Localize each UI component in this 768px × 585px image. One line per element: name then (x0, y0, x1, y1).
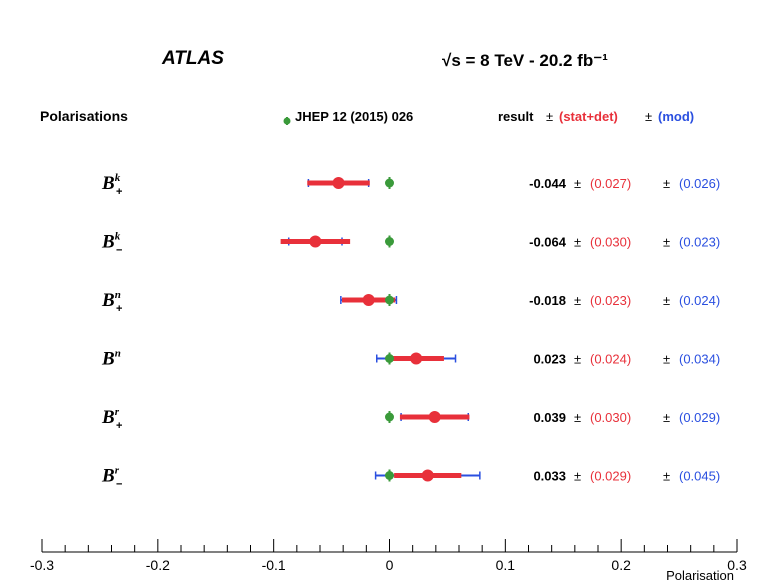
row-label-sup: r (115, 406, 120, 418)
row-label-base: B (101, 466, 115, 487)
reference-legend-marker (283, 117, 291, 125)
x-tick-label: -0.2 (146, 557, 170, 573)
result-stat: (0.024) (590, 352, 631, 367)
row-label: Bn (101, 348, 121, 370)
result-marker (332, 177, 345, 189)
column-mod: (mod) (658, 109, 694, 124)
result-value: 0.039 (533, 410, 566, 425)
row-label-sup: n (115, 289, 121, 301)
result-stat: (0.030) (590, 410, 631, 425)
row-label: Bn (101, 289, 121, 311)
row-label: Br (101, 406, 120, 428)
x-tick-label: 0.1 (496, 557, 516, 573)
row-label-base: B (101, 173, 115, 194)
data-row: Bn 0.023 ± (0.024) ± (0.034) (101, 348, 720, 370)
reference-marker (385, 354, 394, 363)
result-pm2: ± (663, 235, 670, 250)
row-label-sub: − (116, 245, 122, 257)
result-value: -0.064 (529, 235, 567, 250)
row-label: Bk (101, 172, 121, 194)
result-value: 0.033 (533, 469, 566, 484)
x-tick-label: 0 (386, 557, 394, 573)
row-label-base: B (101, 232, 115, 253)
column-pm2: ± (645, 109, 652, 124)
result-pm1: ± (574, 176, 581, 191)
result-value: -0.018 (529, 293, 566, 308)
data-row: Bk+-0.044 ± (0.027) ± (0.026) (101, 172, 720, 198)
result-pm1: ± (574, 352, 581, 367)
row-label-sup: k (115, 231, 121, 243)
result-marker (428, 411, 441, 423)
experiment-label: ATLAS (161, 48, 224, 69)
reference-marker (385, 412, 394, 422)
result-stat: (0.023) (590, 293, 631, 308)
x-axis-label: Polarisation (666, 568, 734, 583)
reference-marker (385, 237, 394, 246)
reference-legend: JHEP 12 (2015) 026 (283, 109, 413, 125)
result-pm1: ± (574, 235, 581, 250)
result-stat: (0.029) (590, 469, 631, 484)
row-label-sup: k (115, 172, 121, 184)
result-stat: (0.030) (590, 235, 631, 250)
row-label-sup: r (115, 465, 120, 477)
result-mod: (0.045) (679, 469, 720, 484)
row-label-sub: − (116, 479, 122, 491)
row-label-base: B (101, 290, 115, 311)
row-label-sub: + (116, 420, 122, 432)
row-label-base: B (101, 349, 115, 370)
result-mod: (0.034) (679, 352, 720, 367)
reference-marker (385, 471, 394, 480)
result-mod: (0.024) (679, 293, 720, 308)
x-tick-label: -0.1 (262, 557, 286, 573)
data-row: Bn+-0.018 ± (0.023) ± (0.024) (101, 289, 720, 315)
result-marker (362, 294, 375, 306)
row-label-sup: n (115, 348, 121, 360)
row-label: Br (101, 465, 120, 487)
result-stat: (0.027) (590, 176, 631, 191)
result-pm1: ± (574, 293, 581, 308)
x-tick-label: 0.2 (611, 557, 631, 573)
row-label-sub: + (116, 186, 122, 198)
result-mod: (0.029) (679, 410, 720, 425)
data-rows: Bk+-0.044 ± (0.027) ± (0.026)Bk−-0.064 ± (0.03… (101, 172, 720, 491)
result-mod: (0.023) (679, 235, 720, 250)
column-header: result ± (stat+det) ± (mod) (498, 109, 694, 124)
energy-lumi-label: √s = 8 TeV - 20.2 fb⁻¹ (442, 51, 608, 70)
result-marker (421, 469, 434, 482)
result-pm1: ± (574, 410, 581, 425)
row-label: Bk (101, 231, 121, 253)
x-tick-label: 0.3 (727, 557, 747, 573)
result-pm2: ± (663, 410, 670, 425)
result-pm2: ± (663, 176, 670, 191)
section-label: Polarisations (40, 108, 128, 124)
result-pm2: ± (663, 293, 670, 308)
data-row: Bk−-0.064 ± (0.030) ± (0.023) (101, 231, 720, 257)
reference-marker (385, 178, 394, 188)
x-tick-label: -0.3 (30, 557, 54, 573)
row-label-sub: + (116, 303, 122, 315)
result-pm2: ± (663, 352, 670, 367)
row-label-base: B (101, 407, 115, 428)
result-marker (309, 235, 322, 248)
result-pm2: ± (663, 469, 670, 484)
result-marker (410, 352, 423, 365)
column-stat: (stat+det) (559, 109, 618, 124)
data-row: Br+0.039 ± (0.030) ± (0.029) (101, 406, 720, 432)
result-pm1: ± (574, 469, 581, 484)
reference-legend-text: JHEP 12 (2015) 026 (295, 109, 413, 124)
result-mod: (0.026) (679, 176, 720, 191)
column-result: result (498, 109, 534, 124)
result-value: 0.023 (533, 352, 566, 367)
column-pm1: ± (546, 109, 553, 124)
result-value: -0.044 (529, 176, 567, 191)
data-row: Br−0.033 ± (0.029) ± (0.045) (101, 465, 720, 491)
reference-marker (385, 295, 394, 305)
